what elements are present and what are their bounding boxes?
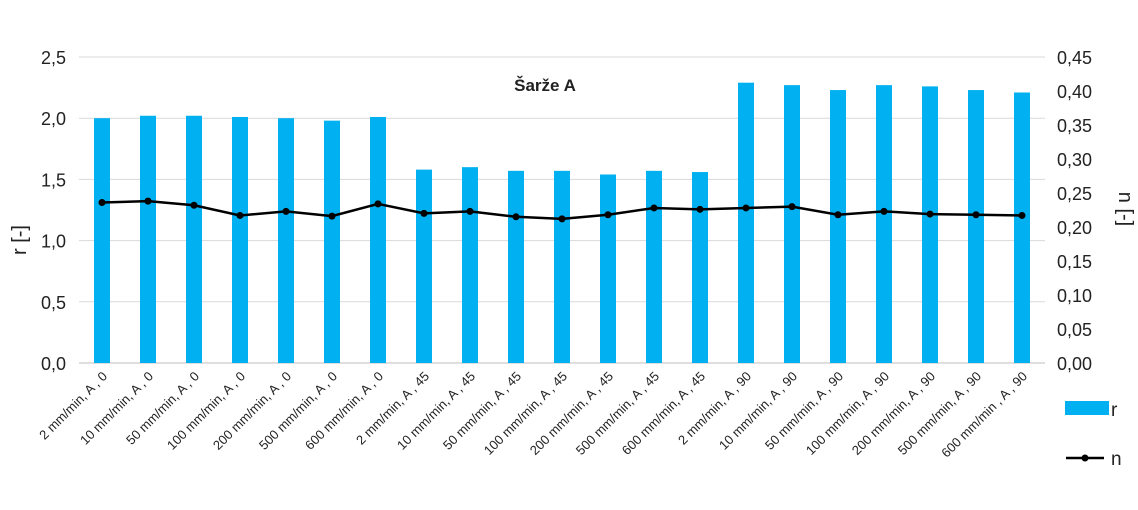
y2-tick-label: 0,20: [1057, 218, 1092, 238]
y-tick-label: 0,0: [41, 354, 66, 374]
point-n: [880, 207, 888, 215]
point-n: [972, 211, 980, 219]
x-tick-label: 600 mm/min , A , 90: [938, 369, 1030, 461]
y2-tick-label: 0,25: [1057, 184, 1092, 204]
y-tick-label: 1,0: [41, 232, 66, 252]
point-n: [1018, 211, 1026, 219]
legend: r n: [1065, 400, 1122, 470]
x-tick-label: 500 mm/min, A , 45: [573, 369, 662, 458]
legend-marker-n: [1081, 454, 1089, 462]
point-n: [374, 200, 382, 208]
bar-r: [186, 115, 202, 363]
x-tick-label: 50 mm/min, A , 90: [762, 369, 846, 453]
point-n: [236, 211, 244, 219]
x-tick-label: 500 mm/min, A , 90: [895, 369, 984, 458]
y2-tick-label: 0,10: [1057, 286, 1092, 306]
point-n: [98, 199, 106, 207]
point-n: [604, 211, 612, 219]
bar-r: [554, 170, 570, 363]
bar-r: [232, 116, 248, 363]
bar-r: [508, 170, 524, 363]
point-n: [926, 210, 934, 218]
bar-r: [922, 86, 938, 363]
point-n: [190, 201, 198, 209]
y2-tick-label: 0,05: [1057, 320, 1092, 340]
legend-label-n: n: [1111, 449, 1122, 470]
bar-r: [830, 90, 846, 363]
y2-axis-label: n [-]: [1114, 192, 1136, 226]
x-tick-label: 10 mm/min, A , 90: [716, 369, 800, 453]
x-tick-label: 10 mm/min, A , 45: [394, 369, 478, 453]
legend-swatch-r: [1065, 401, 1109, 415]
point-n: [742, 204, 750, 212]
y2-tick-label: 0,40: [1057, 82, 1092, 102]
y-axis-label: r [-]: [9, 225, 31, 255]
bar-r: [738, 82, 754, 363]
y-tick-label: 2,0: [41, 109, 66, 129]
y-tick-label: 1,5: [41, 170, 66, 190]
legend-label-r: r: [1111, 400, 1118, 421]
y-tick-label: 2,5: [41, 48, 66, 68]
bar-r: [462, 167, 478, 363]
y-tick-label: 0,5: [41, 293, 66, 313]
bar-r: [784, 85, 800, 363]
bar-r: [324, 120, 340, 363]
point-n: [650, 204, 658, 212]
y2-tick-label: 0,15: [1057, 252, 1092, 272]
y2-tick-label: 0,45: [1057, 48, 1092, 68]
x-tick-label: 600 mm/min, A , 45: [619, 369, 708, 458]
chart-title: Šarže A: [514, 76, 576, 95]
point-n: [834, 211, 842, 219]
point-n: [466, 207, 474, 215]
bar-r: [646, 170, 662, 363]
x-tick-label: 500 mm/min, A , 0: [256, 369, 340, 453]
bar-r: [692, 172, 708, 363]
x-tick-label: 200 mm/min, A , 90: [849, 369, 938, 458]
bar-r: [416, 169, 432, 363]
x-tick-label: 50 mm/min, A , 45: [440, 369, 524, 453]
bar-r: [370, 116, 386, 363]
x-tick-label: 100 mm/min, A , 0: [164, 369, 248, 453]
point-n: [282, 207, 290, 215]
y2-tick-label: 0,30: [1057, 150, 1092, 170]
bar-r: [968, 90, 984, 363]
bar-r: [94, 118, 110, 363]
point-n: [144, 197, 152, 205]
bar-r: [278, 118, 294, 363]
point-n: [558, 215, 566, 223]
y2-tick-label: 0,00: [1057, 354, 1092, 374]
point-n: [420, 209, 428, 217]
point-n: [328, 212, 336, 220]
point-n: [696, 205, 704, 213]
x-tick-label: 200 mm/min, A , 0: [210, 369, 294, 453]
bar-r: [600, 174, 616, 363]
bar-r: [876, 85, 892, 363]
x-tick-label: 200 mm/min, A , 45: [527, 369, 616, 458]
x-tick-label: 100 mm/min, A , 90: [803, 369, 892, 458]
bar-r: [140, 115, 156, 363]
y2-tick-label: 0,35: [1057, 116, 1092, 136]
bar-r: [1014, 92, 1030, 363]
x-tick-label: 600 mm/min, A , 0: [302, 369, 386, 453]
point-n: [512, 213, 520, 221]
x-tick-label: 100 mm/min, A , 45: [481, 369, 570, 458]
point-n: [788, 203, 796, 211]
